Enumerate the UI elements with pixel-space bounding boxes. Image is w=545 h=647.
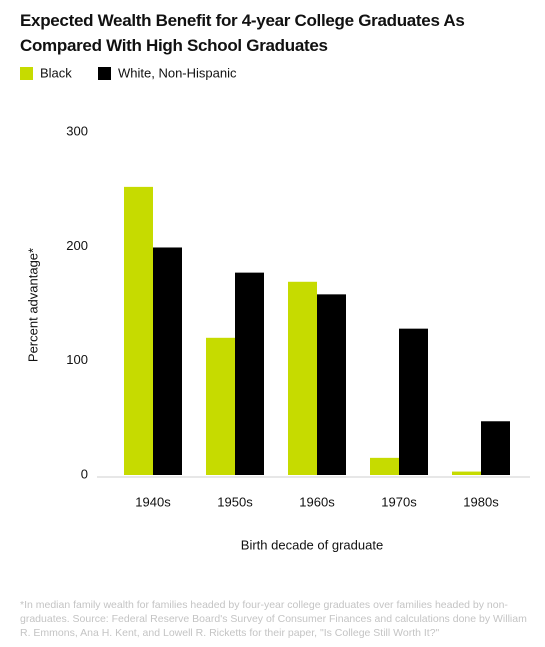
bar (235, 272, 264, 475)
footnote: *In median family wealth for families he… (20, 599, 527, 639)
x-axis-label: Birth decade of graduate (241, 537, 383, 552)
x-tick-label: 1960s (299, 494, 335, 509)
y-tick-label: 100 (66, 352, 88, 367)
chart-title: Expected Wealth Benefit for 4-year Colle… (20, 11, 465, 55)
y-tick-label: 300 (66, 123, 88, 138)
y-tick-label: 0 (81, 466, 88, 481)
x-tick-label: 1970s (381, 494, 417, 509)
legend-swatch (20, 67, 33, 80)
x-tick-label: 1950s (217, 494, 253, 509)
y-tick-label: 200 (66, 238, 88, 253)
bar (370, 457, 399, 475)
bar (153, 247, 182, 475)
legend-label: White, Non-Hispanic (118, 65, 237, 80)
legend-swatch (98, 67, 111, 80)
bar (206, 337, 235, 475)
bar (481, 421, 510, 475)
y-axis-label: Percent advantage* (25, 248, 40, 362)
bar (288, 281, 317, 475)
bar (124, 186, 153, 475)
legend-label: Black (40, 65, 72, 80)
x-tick-label: 1940s (135, 494, 171, 509)
x-tick-label: 1980s (463, 494, 499, 509)
bar (399, 328, 428, 475)
bar (452, 471, 481, 475)
bar (317, 294, 346, 475)
